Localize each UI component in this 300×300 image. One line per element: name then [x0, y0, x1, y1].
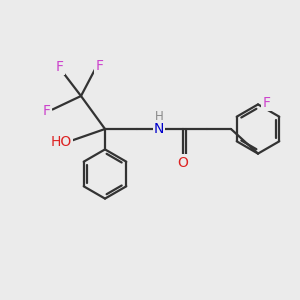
Text: F: F [43, 104, 51, 118]
Text: F: F [96, 59, 104, 73]
Text: H: H [154, 110, 164, 123]
Text: HO: HO [51, 136, 72, 149]
Text: F: F [56, 60, 64, 74]
Text: N: N [154, 122, 164, 136]
Text: F: F [262, 96, 270, 110]
Text: O: O [178, 156, 188, 170]
